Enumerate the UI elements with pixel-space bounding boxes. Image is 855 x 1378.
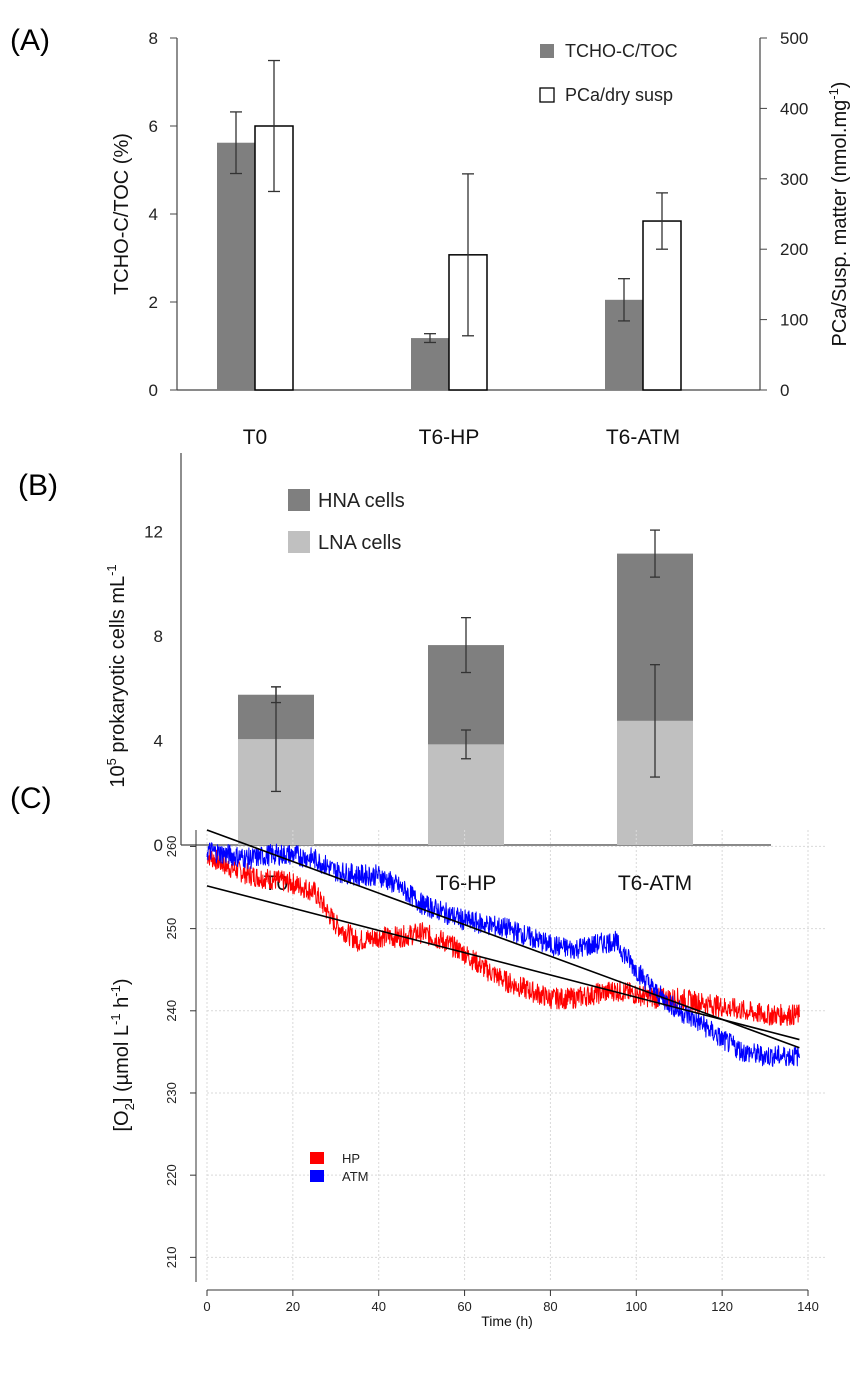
panel-b-y-label-text: prokaryotic cells mL [107,576,129,758]
panel-b-ytick-label: 4 [154,731,163,750]
panel-c-xtick-label: 60 [457,1299,471,1314]
legend-label-lna: LNA cells [318,532,401,554]
legend-label-hp: HP [342,1151,360,1166]
panel-c-label: (C) [10,782,52,815]
panel-c-y-label-b: ] (µmol L [111,1025,133,1103]
legend-swatch-lna [288,531,310,553]
bar-tcho-T0 [217,142,255,390]
legend-swatch-hp [310,1152,324,1164]
panel-b-y-label: 105 prokaryotic cells mL-1 [104,564,129,787]
panel-c-xtick-label: 140 [797,1299,819,1314]
panel-c-ytick-label: 220 [164,1164,179,1186]
legend-swatch-hna [288,489,310,511]
panel-a: (A) 0 2 4 6 8 0 100 200 300 400 500 T0 T6-HP T6-ATM… [10,24,851,449]
panel-a-category-label: T6-HP [419,426,480,449]
panel-a-ytick-label: 0 [149,381,158,400]
panel-a-ytick-label: 4 [149,205,158,224]
panel-c-xtick-label: 100 [625,1299,647,1314]
legend-swatch-atm [310,1170,324,1182]
legend-label-tcho: TCHO-C/TOC [565,41,678,61]
panel-b-label: (B) [18,469,58,502]
panel-c-ytick-label: 250 [164,918,179,940]
panel-b-ytick-label: 0 [154,836,163,855]
panel-c-ytick-label: 210 [164,1246,179,1268]
panel-a-y-label-right: PCa/Susp. matter (nmol.mg-1) [826,82,851,347]
panel-c-y-label-h: h [111,997,133,1014]
panel-c-xtick-label: 20 [286,1299,300,1314]
series-trace-HP [206,847,800,1026]
panel-a-ytick-label: 2 [149,293,158,312]
panel-b-ytick-label: 8 [154,627,163,646]
panel-b-category-label: T6-ATM [618,872,692,895]
legend-swatch-pca [539,87,555,103]
legend-label-atm: ATM [342,1169,368,1184]
panel-a-ytick-right-label: 500 [780,29,808,48]
legend-label-hna: HNA cells [318,490,405,512]
panel-a-ytick-label: 8 [149,29,158,48]
fit-line-HP [206,885,800,1041]
panel-a-ytick-label: 6 [149,117,158,136]
panel-c-xtick-label: 40 [371,1299,385,1314]
panel-b-y-label-base: 10 [107,765,129,787]
panel-a-category-label: T0 [243,426,268,449]
panel-c-y-label-end: ) [111,978,133,985]
series-trace-ATM [206,842,800,1067]
panel-a-ytick-right-label: 0 [780,381,789,400]
panel-b-category-label: T6-HP [436,872,497,895]
panel-c-x-label: Time (h) [481,1313,533,1329]
bar-lna-T6-HP [428,744,504,845]
bar-tcho-T6-HP [411,338,449,390]
panel-a-ytick-right-label: 100 [780,311,808,330]
panel-a-ytick-right-label: 400 [780,99,808,118]
panel-a-label: (A) [10,24,50,57]
panel-a-category-label: T6-ATM [606,426,680,449]
fit-line-ATM [206,829,800,1049]
panel-c-ytick-label: 260 [164,836,179,858]
panel-b-ytick-label: 12 [144,522,163,541]
legend-label-pca: PCa/dry susp [565,85,673,105]
panel-c-ytick-label: 230 [164,1082,179,1104]
legend-swatch-tcho [540,44,554,58]
panel-a-y-label-right-close: ) [829,82,851,89]
panel-c-y-label-sup2: -1 [108,985,123,997]
panel-b-y-label-sup: -1 [104,564,119,576]
panel-a-y-label: TCHO-C/TOC (%) [111,133,133,295]
panel-c-y-label-a: [O [111,1110,133,1131]
panel-c-xtick-label: 0 [203,1299,210,1314]
panel-c-y-label-sub: 2 [122,1103,137,1110]
panel-a-y-label-right-sup: -1 [826,88,841,100]
panel-c-y-label: [O2] (µmol L-1 h-1) [108,978,137,1131]
panel-c-xtick-label: 80 [543,1299,557,1314]
panel-c-ytick-label: 240 [164,1000,179,1022]
panel-c-xtick-label: 120 [711,1299,733,1314]
panel-a-y-label-right-text: PCa/Susp. matter (nmol.mg [829,100,851,347]
panel-b-y-label-exp: 5 [104,758,119,765]
panel-c-y-label-sup1: -1 [108,1013,123,1025]
panel-a-ytick-right-label: 300 [780,170,808,189]
panel-a-ytick-right-label: 200 [780,240,808,259]
